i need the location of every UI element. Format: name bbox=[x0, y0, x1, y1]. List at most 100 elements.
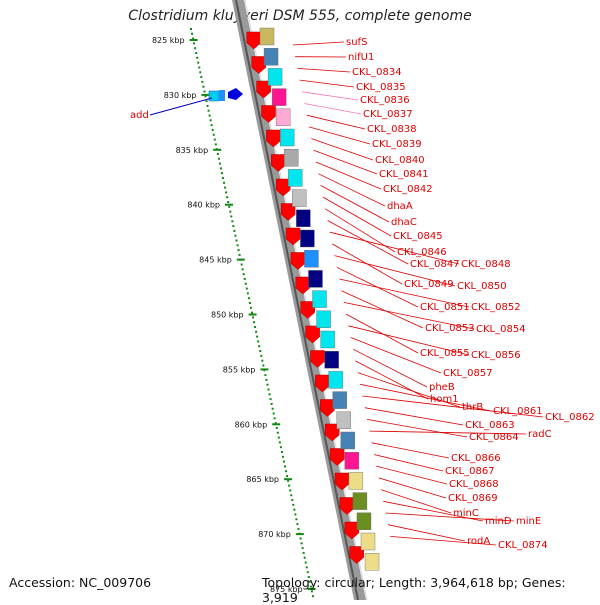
reverse-cds-block[interactable] bbox=[365, 553, 379, 570]
reverse-cds-block[interactable] bbox=[308, 270, 322, 287]
scale-dot bbox=[302, 547, 304, 549]
gene-label[interactable]: minE bbox=[516, 516, 541, 527]
reverse-cds-block[interactable] bbox=[353, 493, 367, 510]
scale-dot bbox=[191, 33, 193, 35]
scale-dot bbox=[306, 566, 308, 568]
gene-label[interactable]: CKL_0856 bbox=[471, 350, 521, 361]
scale-dot bbox=[305, 562, 307, 564]
scale-dot bbox=[214, 139, 216, 141]
genome-summary-text: Topology: circular; Length: 3,964,618 bp… bbox=[262, 575, 600, 605]
gene-label[interactable]: CKL_0845 bbox=[393, 231, 443, 242]
scale-dot bbox=[296, 523, 298, 525]
gene-leader-line bbox=[388, 525, 465, 541]
added-feature-block[interactable] bbox=[209, 91, 219, 101]
gene-label[interactable]: CKL_0861 bbox=[493, 406, 543, 417]
scale-dot bbox=[281, 451, 283, 453]
gene-label[interactable]: CKL_0862 bbox=[545, 412, 595, 423]
gene-leader-line bbox=[367, 419, 467, 437]
reverse-cds-block[interactable] bbox=[288, 169, 302, 186]
reverse-cds-block[interactable] bbox=[345, 452, 359, 469]
reverse-cds-block[interactable] bbox=[321, 331, 335, 348]
reverse-cds-block[interactable] bbox=[264, 48, 278, 65]
gene-label[interactable]: CKL_0834 bbox=[352, 67, 402, 78]
gene-label[interactable]: CKL_0852 bbox=[471, 302, 521, 313]
scale-dot bbox=[249, 302, 251, 304]
scale-dot bbox=[244, 278, 246, 280]
reverse-cds-block[interactable] bbox=[292, 190, 306, 207]
reverse-cds-block[interactable] bbox=[268, 68, 282, 85]
gene-label[interactable]: dhaC bbox=[391, 217, 417, 228]
gene-label[interactable]: CKL_0874 bbox=[498, 540, 548, 551]
gene-label[interactable]: nifU1 bbox=[348, 52, 374, 63]
reverse-cds-block[interactable] bbox=[361, 533, 375, 550]
scale-dot bbox=[241, 264, 243, 266]
reverse-cds-block[interactable] bbox=[276, 109, 290, 126]
reverse-cds-block[interactable] bbox=[337, 412, 351, 429]
reverse-cds-block[interactable] bbox=[325, 351, 339, 368]
reverse-cds-block[interactable] bbox=[304, 250, 318, 267]
gene-label[interactable]: CKL_0868 bbox=[449, 479, 499, 490]
scale-dot bbox=[265, 379, 267, 381]
gene-label[interactable]: CKL_0850 bbox=[457, 281, 507, 292]
gene-label[interactable]: rodA bbox=[467, 536, 490, 547]
scale-dot bbox=[301, 542, 303, 544]
gene-label[interactable]: dhaA bbox=[387, 201, 413, 212]
gene-label[interactable]: CKL_0837 bbox=[363, 109, 413, 120]
gene-label[interactable]: CKL_0841 bbox=[379, 169, 429, 180]
gene-label[interactable]: CKL_0854 bbox=[476, 324, 526, 335]
reverse-cds-block[interactable] bbox=[260, 28, 274, 45]
gene-label[interactable]: radC bbox=[528, 429, 552, 440]
gene-leader-line bbox=[314, 150, 377, 174]
reverse-cds-block[interactable] bbox=[329, 371, 343, 388]
gene-label[interactable]: minD bbox=[485, 516, 512, 527]
gene-label[interactable]: CKL_0866 bbox=[451, 453, 501, 464]
scale-dot bbox=[212, 129, 214, 131]
gene-leader-line bbox=[381, 490, 451, 513]
scale-dot bbox=[285, 470, 287, 472]
gene-leader-line bbox=[376, 466, 447, 484]
reverse-cds-block[interactable] bbox=[284, 149, 298, 166]
added-feature-arrow[interactable] bbox=[228, 88, 243, 100]
scale-dot bbox=[227, 201, 229, 203]
gene-label[interactable]: CKL_0846 bbox=[397, 247, 447, 258]
gene-label[interactable]: CKL_0857 bbox=[443, 368, 493, 379]
gene-label[interactable]: CKL_0853 bbox=[425, 323, 475, 334]
gene-label[interactable]: CKL_0863 bbox=[465, 420, 515, 431]
gene-label[interactable]: CKL_0835 bbox=[356, 82, 406, 93]
gene-leader-line bbox=[297, 68, 350, 72]
scale-tick-label: 845 kbp bbox=[199, 256, 232, 265]
reverse-cds-block[interactable] bbox=[349, 472, 363, 489]
reverse-cds-block[interactable] bbox=[300, 230, 314, 247]
reverse-cds-block[interactable] bbox=[357, 513, 371, 530]
added-feature-label[interactable]: add bbox=[130, 110, 149, 121]
scale-dot bbox=[223, 182, 225, 184]
reverse-cds-block[interactable] bbox=[280, 129, 294, 146]
reverse-cds-block[interactable] bbox=[341, 432, 355, 449]
gene-label[interactable]: CKL_0842 bbox=[383, 184, 433, 195]
gene-label[interactable]: CKL_0849 bbox=[404, 279, 454, 290]
gene-label[interactable]: CKL_0838 bbox=[367, 124, 417, 135]
gene-label[interactable]: CKL_0839 bbox=[372, 139, 422, 150]
reverse-cds-block[interactable] bbox=[333, 392, 347, 409]
scale-dot bbox=[218, 158, 220, 160]
added-feature-block[interactable] bbox=[219, 90, 225, 101]
scale-tick-label: 835 kbp bbox=[176, 146, 209, 155]
gene-label[interactable]: CKL_0840 bbox=[375, 155, 425, 166]
scale-dot bbox=[295, 518, 297, 520]
scale-dot bbox=[289, 489, 291, 491]
reverse-cds-block[interactable] bbox=[313, 291, 327, 308]
gene-label[interactable]: CKL_0847 bbox=[410, 259, 460, 270]
reverse-cds-block[interactable] bbox=[296, 210, 310, 227]
reverse-cds-block[interactable] bbox=[272, 89, 286, 106]
gene-label[interactable]: CKL_0851 bbox=[420, 302, 470, 313]
gene-label[interactable]: sufS bbox=[346, 37, 367, 48]
scale-dot bbox=[282, 456, 284, 458]
gene-label[interactable]: CKL_0867 bbox=[445, 466, 495, 477]
scale-dot bbox=[286, 475, 288, 477]
gene-label[interactable]: CKL_0869 bbox=[448, 493, 498, 504]
gene-label[interactable]: CKL_0848 bbox=[461, 259, 511, 270]
gene-label[interactable]: CKL_0836 bbox=[360, 95, 410, 106]
reverse-cds-block[interactable] bbox=[317, 311, 331, 328]
gene-label[interactable]: pheB bbox=[429, 382, 455, 393]
